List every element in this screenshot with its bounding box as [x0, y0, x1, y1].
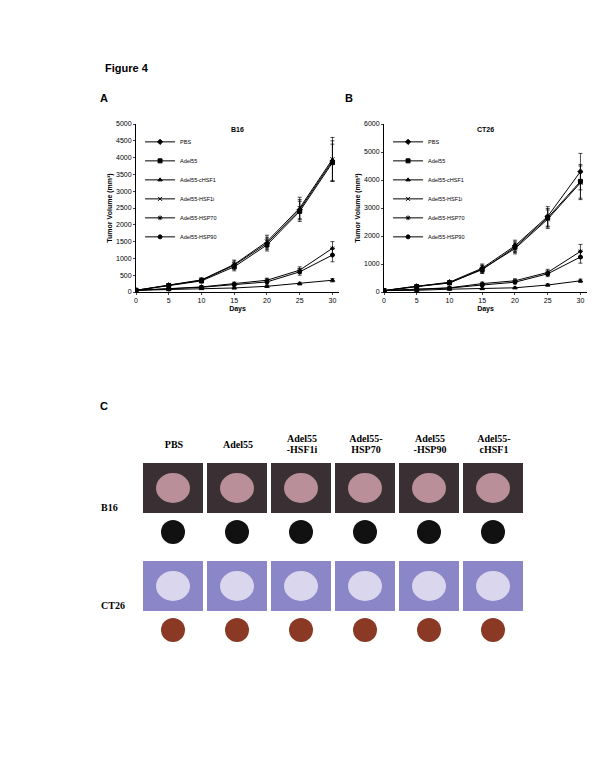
svg-text:Adel55-HSP90: Adel55-HSP90 [428, 234, 464, 240]
svg-text:PBS: PBS [428, 139, 439, 145]
svg-text:2000: 2000 [116, 221, 132, 228]
html-text:PBS: PBS [164, 438, 184, 450]
svg-text:20: 20 [511, 297, 519, 304]
svg-text:4000: 4000 [364, 176, 380, 183]
svg-text:B16: B16 [231, 126, 244, 133]
svg-text:2000: 2000 [364, 232, 380, 239]
html-text:B: B [345, 92, 353, 104]
svg-text:1500: 1500 [116, 238, 132, 245]
svg-text:30: 30 [329, 297, 337, 304]
svg-text:0: 0 [128, 288, 132, 295]
svg-text:Days: Days [477, 305, 494, 313]
html-text:Figure 4: Figure 4 [105, 62, 148, 74]
html-text:-HSF1i: -HSF1i [286, 444, 318, 455]
svg-text:Adel55: Adel55 [428, 158, 445, 164]
svg-text:Adel55-HSP90: Adel55-HSP90 [180, 234, 216, 240]
svg-text:0: 0 [134, 297, 138, 304]
svg-text:Adel55-HSP70: Adel55-HSP70 [180, 215, 216, 221]
svg-text:6000: 6000 [364, 120, 380, 127]
svg-text:5: 5 [167, 297, 171, 304]
svg-text:15: 15 [230, 297, 238, 304]
svg-text:Adel55-HSF1i: Adel55-HSF1i [180, 196, 214, 202]
svg-text:5: 5 [415, 297, 419, 304]
html-text:cHSF1: cHSF1 [479, 444, 509, 455]
svg-text:5000: 5000 [116, 120, 132, 127]
html-text:-HSP90: -HSP90 [413, 444, 447, 455]
svg-text:4000: 4000 [116, 154, 132, 161]
svg-text:0: 0 [382, 297, 386, 304]
svg-text:25: 25 [544, 297, 552, 304]
svg-text:3000: 3000 [364, 204, 380, 211]
svg-text:5000: 5000 [364, 148, 380, 155]
html-text:C: C [100, 400, 108, 412]
svg-text:3000: 3000 [116, 188, 132, 195]
svg-text:Adel55-HSF1i: Adel55-HSF1i [428, 196, 462, 202]
html-text:B16: B16 [101, 501, 118, 513]
svg-text:Adel55-cHSF1: Adel55-cHSF1 [428, 177, 464, 183]
svg-text:4500: 4500 [116, 137, 132, 144]
html-text:A: A [100, 92, 108, 104]
svg-text:3500: 3500 [116, 171, 132, 178]
svg-text:10: 10 [198, 297, 206, 304]
svg-text:15: 15 [478, 297, 486, 304]
html-text:Adel55: Adel55 [287, 433, 317, 444]
svg-text:500: 500 [120, 272, 132, 279]
svg-text:Tumor Volume (mm³): Tumor Volume (mm³) [106, 173, 114, 242]
html-text:HSP70: HSP70 [351, 444, 381, 455]
html-text:Adel55-: Adel55- [477, 433, 511, 444]
svg-text:Adel55-cHSF1: Adel55-cHSF1 [180, 177, 216, 183]
svg-text:Days: Days [229, 305, 246, 313]
svg-text:25: 25 [296, 297, 304, 304]
svg-text:20: 20 [263, 297, 271, 304]
svg-text:0: 0 [376, 288, 380, 295]
svg-text:Tumor Volume (mm³): Tumor Volume (mm³) [354, 173, 362, 242]
svg-text:10: 10 [446, 297, 454, 304]
html-text:Adel55-: Adel55- [349, 433, 383, 444]
html-text:Adel55: Adel55 [415, 433, 445, 444]
svg-text:Adel55-HSP70: Adel55-HSP70 [428, 215, 464, 221]
svg-text:PBS: PBS [180, 139, 191, 145]
html-text:CT26: CT26 [101, 599, 125, 611]
svg-text:2500: 2500 [116, 204, 132, 211]
svg-text:1000: 1000 [364, 260, 380, 267]
html-text:Adel55: Adel55 [223, 438, 253, 450]
svg-text:30: 30 [577, 297, 585, 304]
svg-text:Adel55: Adel55 [180, 158, 197, 164]
svg-text:1000: 1000 [116, 255, 132, 262]
svg-text:CT26: CT26 [477, 126, 494, 133]
